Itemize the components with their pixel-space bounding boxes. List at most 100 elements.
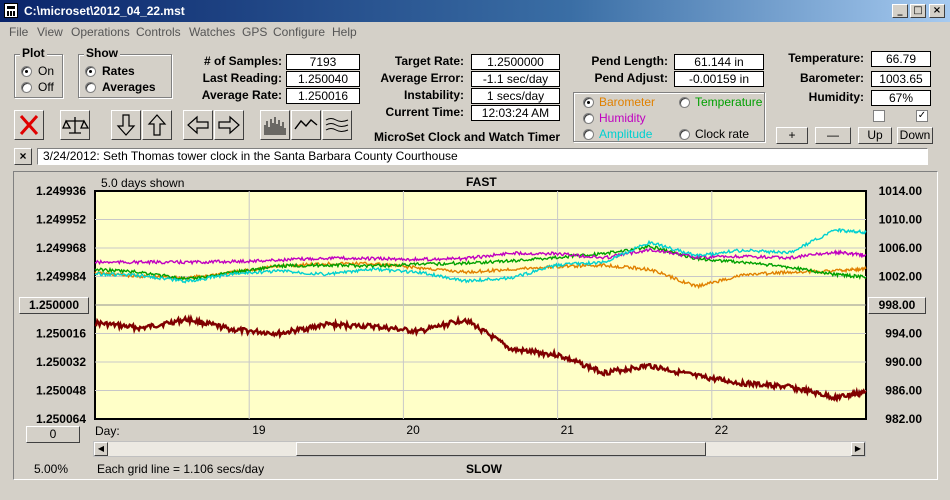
overlay-amplitude-label[interactable]: Amplitude (599, 127, 653, 141)
overlay-barometer-radio[interactable] (583, 97, 594, 108)
overlay-clock-rate-radio[interactable] (679, 129, 690, 140)
y-right-tick-label: 1014.00 (879, 184, 923, 198)
x-tick-label: 22 (715, 423, 729, 437)
line-plot-button[interactable] (291, 110, 321, 140)
line-plot-icon (294, 119, 318, 130)
overlay-clock-rate-label[interactable]: Clock rate (695, 127, 750, 141)
maximize-button[interactable]: □ (910, 4, 926, 18)
grid-note-label: Each grid line = 1.106 secs/day (97, 462, 265, 476)
balance-button[interactable] (60, 110, 90, 140)
center-barometer-button[interactable]: 998.00 (868, 297, 926, 314)
minus-button[interactable]: — (815, 127, 851, 144)
show-group-label: Show (84, 46, 120, 60)
target-rate-label: Target Rate: (394, 54, 464, 68)
humidity-label: Humidity: (808, 90, 864, 104)
show-rates-radio[interactable] (85, 66, 96, 77)
temperature-label: Temperature: (788, 51, 864, 65)
app-name: MicroSet Clock and Watch Timer (374, 130, 561, 144)
down-button[interactable]: Down (897, 127, 933, 144)
menu-bar: File View Operations Controls Watches GP… (0, 22, 950, 41)
minimize-button[interactable]: _ (892, 4, 908, 18)
menu-view[interactable]: View (37, 25, 63, 39)
menu-help[interactable]: Help (332, 25, 357, 39)
title-bar[interactable]: C:\microset\2012_04_22.mst _ □ × (0, 0, 950, 22)
overlay-humidity-radio[interactable] (583, 113, 594, 124)
scroll-right-icon[interactable]: ▶ (851, 442, 865, 456)
y-left-tick-label: 1.250032 (36, 355, 86, 369)
pend-adjust-label: Pend Adjust: (594, 71, 668, 85)
center-rate-button[interactable]: 1.250000 (19, 297, 89, 314)
last-reading-value: 1.250040 (286, 71, 360, 87)
grid-lines (95, 191, 866, 419)
multi-line-icon (325, 118, 349, 132)
up-button[interactable]: Up (858, 127, 892, 144)
series-line (94, 314, 867, 403)
note-close-button[interactable]: × (14, 148, 32, 165)
overlay-amplitude-radio[interactable] (583, 129, 594, 140)
y-left-tick-label: 1.249984 (36, 270, 86, 284)
show-averages-label[interactable]: Averages (102, 80, 156, 94)
up-arrow-button[interactable] (142, 110, 172, 140)
close-button[interactable]: × (929, 4, 945, 18)
y-left-tick-label: 1.249936 (36, 184, 86, 198)
overlay-barometer-label[interactable]: Barometer (599, 95, 656, 109)
app-icon[interactable] (4, 3, 18, 18)
scroll-left-icon[interactable]: ◀ (94, 442, 108, 456)
x-tick-label: 21 (561, 423, 575, 437)
arrow-up-icon (147, 114, 167, 136)
scroll-thumb[interactable] (295, 442, 706, 456)
y-right-tick-label: 1002.00 (879, 270, 923, 284)
pend-length-label: Pend Length: (591, 54, 668, 68)
instability-label: Instability: (403, 88, 464, 102)
pend-length-value[interactable]: 61.144 in (674, 54, 764, 70)
y-left-tick-label: 1.249952 (36, 213, 86, 227)
menu-watches[interactable]: Watches (189, 25, 236, 39)
down-arrow-button[interactable] (111, 110, 141, 140)
balance-scale-icon (62, 117, 90, 134)
clear-button[interactable] (14, 110, 44, 140)
overlay-temperature-radio[interactable] (679, 97, 690, 108)
histogram-button[interactable] (260, 110, 290, 140)
plot-on-radio[interactable] (21, 66, 32, 77)
checkbox-1[interactable] (873, 110, 885, 122)
menu-operations[interactable]: Operations (71, 25, 130, 39)
menu-controls[interactable]: Controls (136, 25, 181, 39)
x-tick-label: 19 (252, 423, 266, 437)
checkbox-2[interactable]: ✓ (916, 110, 928, 122)
plot-off-label[interactable]: Off (38, 80, 54, 94)
overlay-temperature-label[interactable]: Temperature (695, 95, 763, 109)
red-x-icon (19, 115, 39, 135)
multi-line-button[interactable] (322, 110, 352, 140)
barometer-value: 1003.65 (871, 71, 931, 87)
left-arrow-button[interactable] (183, 110, 213, 140)
right-arrow-button[interactable] (214, 110, 244, 140)
plot-off-radio[interactable] (21, 82, 32, 93)
note-field[interactable]: 3/24/2012: Seth Thomas tower clock in th… (37, 148, 928, 165)
overlay-humidity-label[interactable]: Humidity (599, 111, 646, 125)
y-right-tick-label: 982.00 (885, 412, 922, 426)
horizontal-scrollbar[interactable]: ◀ ▶ (93, 441, 866, 457)
y-right-tick-label: 1006.00 (879, 241, 923, 255)
y-right-tick-label: 994.00 (885, 327, 922, 341)
current-time-value: 12:03:24 AM (471, 105, 560, 121)
plot-on-label[interactable]: On (38, 64, 55, 78)
overlay-group (573, 92, 765, 142)
menu-file[interactable]: File (9, 25, 29, 39)
samples-value: 7193 (286, 54, 360, 70)
plus-button[interactable]: + (776, 127, 808, 144)
offset-button[interactable]: 0 (26, 426, 80, 443)
show-averages-radio[interactable] (85, 82, 96, 93)
y-right-tick-label: 990.00 (885, 355, 922, 369)
menu-gps[interactable]: GPS (242, 25, 268, 39)
show-rates-label[interactable]: Rates (102, 64, 135, 78)
target-rate-value[interactable]: 1.2500000 (471, 54, 560, 70)
zoom-label: 5.00% (34, 462, 69, 476)
y-right-tick-label: 986.00 (885, 384, 922, 398)
arrow-left-icon (187, 115, 209, 135)
series-line (94, 247, 867, 266)
y-right-tick-label: 1010.00 (879, 213, 923, 227)
average-error-value: -1.1 sec/day (471, 71, 560, 87)
last-reading-label: Last Reading: (202, 71, 282, 85)
menu-configure[interactable]: Configure (273, 25, 326, 39)
